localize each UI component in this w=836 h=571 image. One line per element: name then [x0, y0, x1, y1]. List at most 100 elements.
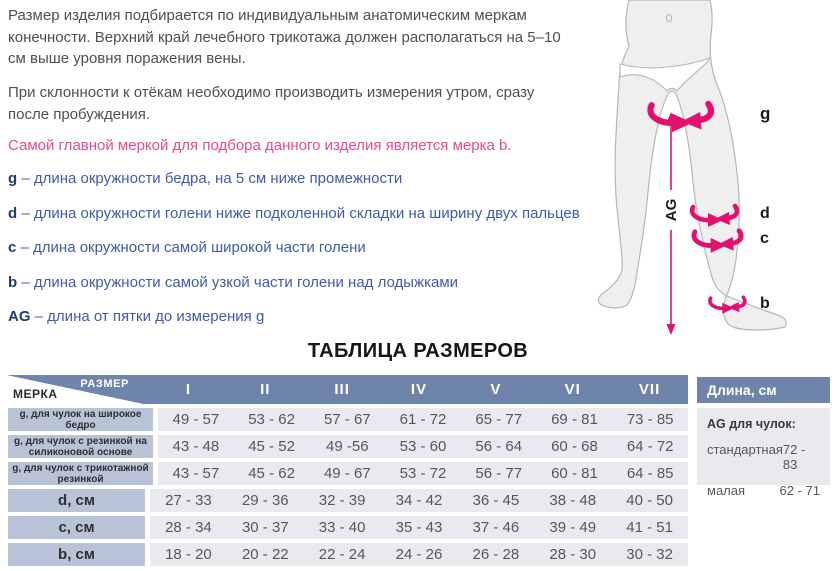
cell-value: 38 - 48: [549, 492, 597, 509]
cell-value: 56 - 64: [475, 438, 523, 455]
cell-value: 18 - 20: [165, 546, 212, 563]
cell-value: 39 - 49: [549, 519, 597, 536]
column-header-7: VII: [638, 381, 661, 398]
column-header-4: IV: [410, 381, 428, 398]
measure-definition-d: d – длина окружности голени ниже подколе…: [8, 205, 580, 222]
length-value: 72 - 83: [782, 442, 806, 472]
cell-value: 49 - 67: [323, 465, 371, 482]
ag-diagram-label: AG: [663, 199, 680, 222]
column-headers: I II III IV V VI VII: [150, 375, 688, 404]
table-row-g-wide-hip: g, для чулок на широкое бедро 49 - 57 53…: [8, 408, 688, 431]
cell-value: 26 - 28: [472, 546, 520, 563]
cell-value: 40 - 50: [626, 492, 673, 509]
row-label: b, см: [8, 543, 145, 566]
cell-value: 36 - 45: [472, 492, 520, 509]
cell-value: 60 - 68: [551, 438, 598, 455]
length-panel-header: Длина, см: [697, 377, 830, 403]
length-panel-subtitle: AG для чулок:: [707, 417, 796, 431]
row-label: g, для чулок на широкое бедро: [8, 408, 153, 431]
column-header-2: II: [260, 381, 271, 398]
row-values: 18 - 20 20 - 22 22 - 24 24 - 26 26 - 28 …: [150, 543, 688, 566]
cell-value: 20 - 22: [241, 546, 289, 563]
cell-value: 49 -56: [326, 438, 369, 455]
cell-value: 73 - 85: [626, 411, 674, 428]
b-diagram-label: b: [760, 295, 770, 312]
intro-paragraph-2: При склонности к отёкам необходимо произ…: [8, 82, 534, 125]
measure-text-b: – длина окружности самой узкой части гол…: [21, 274, 459, 291]
corner-label-measure: МЕРКА: [13, 387, 58, 401]
column-header-6: VI: [564, 381, 581, 398]
cell-value: 49 - 57: [172, 411, 220, 428]
cell-value: 57 - 67: [323, 411, 371, 428]
length-label: малая: [707, 483, 746, 498]
navel-icon: [665, 13, 673, 23]
ag-label-backdrop: [661, 190, 680, 230]
column-header-3: III: [334, 381, 350, 398]
size-table-header: РАЗМЕР МЕРКА I II III IV V VI VII: [8, 375, 688, 404]
corner-label-size: РАЗМЕР: [80, 378, 129, 390]
body-outline: [597, 0, 787, 331]
measure-key-b: b: [8, 274, 18, 291]
cell-value: 30 - 37: [241, 519, 289, 536]
row-label: c, см: [8, 516, 145, 539]
intro-p2-line2: после пробуждения.: [8, 105, 151, 123]
length-panel: Длина, см AG для чулок: стандартная 72 -…: [697, 377, 830, 498]
table-row-d: d, см 27 - 33 29 - 36 32 - 39 34 - 42 36…: [8, 489, 688, 512]
cell-value: 65 - 77: [475, 411, 523, 428]
row-values: 43 - 48 45 - 52 49 -56 53 - 60 56 - 64 6…: [158, 435, 688, 458]
cell-value: 30 - 32: [626, 546, 673, 563]
underwear-shape: [619, 57, 712, 92]
intro-p1-line1: Размер изделия подбирается по индивидуал…: [8, 7, 527, 24]
length-label: стандартная: [707, 442, 783, 457]
measure-key-d: d: [8, 205, 18, 222]
measure-key-g: g: [8, 170, 18, 187]
intro-p1-line3: см выше уровня поражения вены.: [8, 50, 246, 67]
row-label: g, для чулок с резинкой на силиконовой о…: [8, 435, 153, 458]
row-label: g, для чулок с трикотажной резинкой: [8, 462, 153, 485]
length-row-standard: стандартная 72 - 83: [707, 442, 820, 472]
intro-p2-line1: При склонности к отёкам необходимо произ…: [8, 84, 535, 101]
column-header-1: I: [185, 381, 192, 398]
cell-value: 64 - 72: [626, 438, 674, 455]
cell-value: 29 - 36: [241, 492, 289, 509]
row-values: 28 - 34 30 - 37 33 - 40 35 - 43 37 - 46 …: [150, 516, 688, 539]
cell-value: 43 - 48: [172, 438, 220, 455]
measure-text-ag: – длина от пятки до измерения g: [34, 308, 265, 325]
measure-text-c: – длина окружности самой широкой части г…: [20, 239, 366, 256]
cell-value: 35 - 43: [395, 519, 443, 536]
cell-value: 28 - 30: [549, 546, 597, 563]
row-values: 43 - 57 45 - 62 49 - 67 53 - 72 56 - 77 …: [158, 462, 688, 485]
row-values: 49 - 57 53 - 62 57 - 67 61 - 72 65 - 77 …: [158, 408, 688, 431]
cell-value: 27 - 33: [165, 492, 212, 509]
table-row-g-knitted: g, для чулок с трикотажной резинкой 43 -…: [8, 462, 688, 485]
cell-value: 61 - 72: [399, 411, 447, 428]
cell-value: 41 - 51: [626, 519, 673, 536]
table-row-b: b, см 18 - 20 20 - 22 22 - 24 24 - 26 26…: [8, 543, 688, 566]
cell-value: 45 - 62: [248, 465, 295, 482]
cell-value: 22 - 24: [318, 546, 366, 563]
d-diagram-label: d: [760, 205, 770, 222]
measure-definition-g: g – длина окружности бедра, на 5 см ниже…: [8, 170, 402, 187]
measure-definition-ag: AG – длина от пятки до измерения g: [8, 308, 264, 325]
measure-definition-c: c – длина окружности самой широкой части…: [8, 239, 366, 256]
cell-value: 32 - 39: [318, 492, 366, 509]
legs-measurement-diagram: AG g d c b: [597, 0, 787, 335]
cell-value: 53 - 62: [248, 411, 295, 428]
length-panel-body: AG для чулок: стандартная 72 - 83 малая …: [697, 408, 830, 498]
table-row-g-silicone: g, для чулок с резинкой на силиконовой о…: [8, 435, 688, 458]
row-values: 27 - 33 29 - 36 32 - 39 34 - 42 36 - 45 …: [150, 489, 688, 512]
column-header-5: V: [490, 381, 502, 398]
cell-value: 60 - 81: [551, 465, 598, 482]
length-value: 62 - 71: [779, 483, 820, 498]
table-corner-cell: РАЗМЕР МЕРКА: [8, 375, 145, 404]
intro-p1-line2: конечности. Верхний край лечебного трико…: [8, 28, 561, 46]
measure-text-g: – длина окружности бедра, на 5 см ниже п…: [21, 170, 403, 187]
cell-value: 37 - 46: [472, 519, 520, 536]
cell-value: 34 - 42: [395, 492, 443, 509]
measure-definition-b: b – длина окружности самой узкой части г…: [8, 274, 458, 291]
size-table: РАЗМЕР МЕРКА I II III IV V VI VII g, для…: [8, 375, 688, 566]
cell-value: 43 - 57: [172, 465, 220, 482]
cell-value: 56 - 77: [475, 465, 523, 482]
cell-value: 33 - 40: [318, 519, 366, 536]
